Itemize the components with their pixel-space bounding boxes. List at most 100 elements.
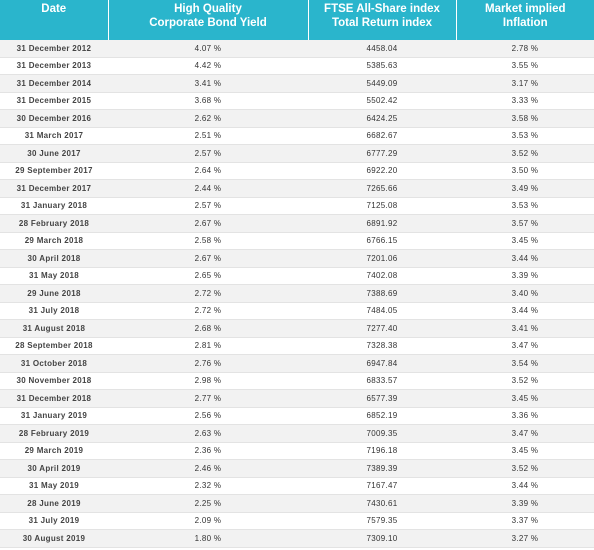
cell-bond-yield: 3.68 %	[108, 92, 308, 110]
cell-date: 28 February 2019	[0, 424, 108, 443]
cell-date: 31 January 2019	[0, 407, 108, 425]
cell-inflation: 3.47 %	[456, 424, 594, 443]
table-row: 31 December 2012 4.07 % 4458.04 2.78 %	[0, 40, 594, 58]
cell-inflation: 3.53 %	[456, 127, 594, 145]
cell-inflation: 3.49 %	[456, 179, 594, 198]
cell-date: 31 December 2018	[0, 389, 108, 408]
table-row: 31 December 2015 3.68 % 5502.42 3.33 %	[0, 92, 594, 110]
cell-bond-yield: 4.07 %	[108, 40, 308, 58]
cell-inflation: 3.44 %	[456, 302, 594, 320]
table-row: 31 August 2018 2.68 % 7277.40 3.41 %	[0, 319, 594, 338]
cell-bond-yield: 2.64 %	[108, 162, 308, 180]
cell-ftse-index: 6777.29	[308, 144, 456, 163]
cell-ftse-index: 6891.92	[308, 214, 456, 233]
cell-bond-yield: 2.65 %	[108, 267, 308, 285]
cell-ftse-index: 7579.35	[308, 512, 456, 530]
cell-inflation: 3.27 %	[456, 529, 594, 548]
cell-inflation: 3.39 %	[456, 267, 594, 285]
cell-date: 30 April 2019	[0, 459, 108, 478]
cell-date: 31 March 2017	[0, 127, 108, 145]
cell-inflation: 3.44 %	[456, 477, 594, 495]
table-row: 30 April 2019 2.46 % 7389.39 3.52 %	[0, 459, 594, 478]
cell-ftse-index: 6947.84	[308, 354, 456, 373]
cell-date: 30 April 2018	[0, 249, 108, 268]
table-row: 29 September 2017 2.64 % 6922.20 3.50 %	[0, 162, 594, 180]
table-row: 30 August 2019 1.80 % 7309.10 3.27 %	[0, 529, 594, 548]
cell-bond-yield: 2.57 %	[108, 144, 308, 163]
cell-ftse-index: 7484.05	[308, 302, 456, 320]
cell-bond-yield: 2.32 %	[108, 477, 308, 495]
cell-inflation: 3.45 %	[456, 389, 594, 408]
table-row: 31 March 2017 2.51 % 6682.67 3.53 %	[0, 127, 594, 145]
table-row: 31 December 2018 2.77 % 6577.39 3.45 %	[0, 389, 594, 408]
table-row: 31 July 2018 2.72 % 7484.05 3.44 %	[0, 302, 594, 320]
table-row: 30 June 2017 2.57 % 6777.29 3.52 %	[0, 144, 594, 163]
cell-inflation: 3.55 %	[456, 57, 594, 75]
cell-ftse-index: 6766.15	[308, 232, 456, 250]
cell-date: 30 December 2016	[0, 109, 108, 128]
cell-bond-yield: 2.67 %	[108, 249, 308, 268]
cell-ftse-index: 4458.04	[308, 40, 456, 58]
cell-ftse-index: 7389.39	[308, 459, 456, 478]
cell-inflation: 3.33 %	[456, 92, 594, 110]
cell-bond-yield: 2.67 %	[108, 214, 308, 233]
table-row: 28 February 2019 2.63 % 7009.35 3.47 %	[0, 424, 594, 443]
cell-date: 29 June 2018	[0, 284, 108, 303]
table-row: 31 December 2013 4.42 % 5385.63 3.55 %	[0, 57, 594, 75]
cell-date: 31 August 2018	[0, 319, 108, 338]
cell-ftse-index: 7309.10	[308, 529, 456, 548]
cell-date: 31 December 2014	[0, 74, 108, 93]
table-row: 31 December 2017 2.44 % 7265.66 3.49 %	[0, 179, 594, 198]
table-row: 29 March 2019 2.36 % 7196.18 3.45 %	[0, 442, 594, 460]
cell-inflation: 3.17 %	[456, 74, 594, 93]
table-row: 30 November 2018 2.98 % 6833.57 3.52 %	[0, 372, 594, 390]
cell-date: 31 October 2018	[0, 354, 108, 373]
header-bond-yield: High Quality Corporate Bond Yield	[108, 0, 309, 40]
cell-bond-yield: 2.25 %	[108, 494, 308, 513]
cell-inflation: 3.47 %	[456, 337, 594, 355]
cell-bond-yield: 2.68 %	[108, 319, 308, 338]
cell-bond-yield: 2.56 %	[108, 407, 308, 425]
cell-ftse-index: 5385.63	[308, 57, 456, 75]
header-row: Date High Quality Corporate Bond Yield F…	[0, 0, 594, 40]
cell-date: 29 September 2017	[0, 162, 108, 180]
cell-inflation: 3.45 %	[456, 232, 594, 250]
cell-date: 29 March 2018	[0, 232, 108, 250]
table-row: 28 February 2018 2.67 % 6891.92 3.57 %	[0, 214, 594, 233]
table-row: 28 September 2018 2.81 % 7328.38 3.47 %	[0, 337, 594, 355]
table-row: 28 June 2019 2.25 % 7430.61 3.39 %	[0, 494, 594, 513]
cell-bond-yield: 2.76 %	[108, 354, 308, 373]
cell-bond-yield: 2.72 %	[108, 284, 308, 303]
cell-ftse-index: 7167.47	[308, 477, 456, 495]
cell-bond-yield: 2.36 %	[108, 442, 308, 460]
table-body: 31 December 2012 4.07 % 4458.04 2.78 % 31 De…	[0, 40, 594, 548]
cell-date: 30 August 2019	[0, 529, 108, 548]
cell-inflation: 3.58 %	[456, 109, 594, 128]
header-inflation: Market implied Inflation	[456, 0, 594, 40]
table-row: 31 May 2019 2.32 % 7167.47 3.44 %	[0, 477, 594, 495]
header-date: Date	[0, 0, 109, 40]
cell-date: 28 February 2018	[0, 214, 108, 233]
table-row: 31 July 2019 2.09 % 7579.35 3.37 %	[0, 512, 594, 530]
cell-date: 28 June 2019	[0, 494, 108, 513]
cell-date: 31 May 2018	[0, 267, 108, 285]
cell-date: 31 May 2019	[0, 477, 108, 495]
cell-ftse-index: 7328.38	[308, 337, 456, 355]
table-row: 31 January 2018 2.57 % 7125.08 3.53 %	[0, 197, 594, 215]
cell-bond-yield: 3.41 %	[108, 74, 308, 93]
cell-inflation: 3.40 %	[456, 284, 594, 303]
table-row: 31 December 2014 3.41 % 5449.09 3.17 %	[0, 74, 594, 93]
cell-ftse-index: 5502.42	[308, 92, 456, 110]
table-row: 29 June 2018 2.72 % 7388.69 3.40 %	[0, 284, 594, 303]
cell-inflation: 3.44 %	[456, 249, 594, 268]
cell-bond-yield: 2.63 %	[108, 424, 308, 443]
cell-ftse-index: 7430.61	[308, 494, 456, 513]
cell-inflation: 3.52 %	[456, 459, 594, 478]
cell-ftse-index: 6922.20	[308, 162, 456, 180]
cell-date: 31 December 2012	[0, 40, 108, 58]
cell-ftse-index: 7201.06	[308, 249, 456, 268]
cell-date: 31 July 2018	[0, 302, 108, 320]
cell-date: 31 December 2017	[0, 179, 108, 198]
cell-date: 30 November 2018	[0, 372, 108, 390]
